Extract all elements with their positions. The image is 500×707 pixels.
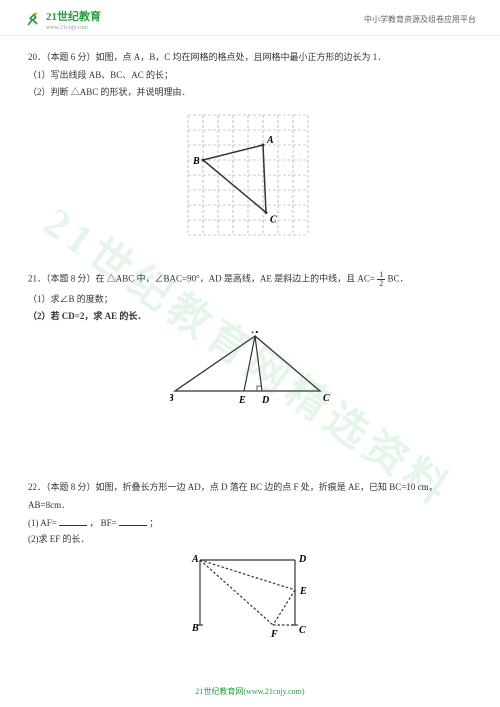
logo-sub: www.21cnjy.com: [46, 25, 101, 31]
svg-text:D: D: [261, 395, 269, 406]
p20-head: 20．（本题 6 分）如图，点 A，B，C 均在网格的格点处，且网格中最小正方形…: [28, 50, 472, 64]
p22-s1: (1) AF= ， BF= ；: [28, 515, 472, 530]
footer: 21世纪教育网(www.21cnjy.com): [0, 686, 500, 697]
svg-text:A: A: [266, 135, 274, 146]
p22-head: 22．（本题 8 分）如图，折叠长方形一边 AD，点 D 落在 BC 边的点 F…: [28, 480, 472, 494]
logo: 21世纪教育 www.21cnjy.com: [24, 8, 101, 31]
p22-s1b: ， BF=: [89, 518, 116, 528]
p21-head: 21．（本题 8 分）在 △ABC 中，∠BAC=90°，AD 是高线，AE 是…: [28, 271, 472, 288]
p22-s2: (2)求 EF 的长．: [28, 532, 472, 546]
frac-den: 2: [377, 280, 385, 288]
svg-text:B: B: [192, 156, 200, 167]
grid-triangle-svg: A B C: [180, 107, 320, 247]
svg-text:A: A: [191, 555, 199, 565]
svg-text:C: C: [299, 625, 306, 636]
svg-text:C: C: [323, 393, 330, 404]
triangle-altitude-svg: A B C E D: [170, 331, 330, 406]
problem-21: 21．（本题 8 分）在 △ABC 中，∠BAC=90°，AD 是高线，AE 是…: [28, 271, 472, 406]
fraction-half: 1 2: [377, 271, 385, 288]
problem-22: 22．（本题 8 分）如图，折叠长方形一边 AD，点 D 落在 BC 边的点 F…: [28, 480, 472, 640]
svg-text:C: C: [270, 215, 277, 226]
p22-s1c: ；: [149, 518, 158, 528]
problem-20: 20．（本题 6 分）如图，点 A，B，C 均在网格的格点处，且网格中最小正方形…: [28, 50, 472, 247]
logo-main: 21世纪教育: [46, 8, 101, 24]
svg-text:D: D: [298, 555, 306, 565]
p21-s2: （2）若 CD=2，求 AE 的长．: [28, 309, 472, 323]
blank-bf: [119, 515, 147, 526]
header-right: 中小学教育资源及组卷应用平台: [364, 14, 476, 25]
svg-text:A: A: [251, 331, 259, 336]
page-header: 21世纪教育 www.21cnjy.com 中小学教育资源及组卷应用平台: [0, 0, 500, 36]
svg-text:B: B: [170, 393, 174, 404]
p21-figure: A B C E D: [28, 331, 472, 406]
svg-text:E: E: [299, 586, 307, 597]
fold-rect-svg: A D B C F E: [180, 555, 320, 640]
p21-head-b: BC．: [388, 274, 409, 284]
p22-head2: AB=8cm．: [28, 498, 472, 512]
p20-figure: A B C: [28, 107, 472, 247]
svg-text:F: F: [270, 629, 278, 640]
p20-s2: （2）判断 △ABC 的形状，并说明理由．: [28, 85, 472, 99]
content: 20．（本题 6 分）如图，点 A，B，C 均在网格的格点处，且网格中最小正方形…: [0, 36, 500, 678]
p22-figure: A D B C F E: [28, 555, 472, 640]
p21-s1: （1）求∠B 的度数；: [28, 292, 472, 306]
runner-icon: [24, 11, 42, 29]
blank-af: [59, 515, 87, 526]
svg-text:B: B: [191, 623, 199, 634]
p22-s1a: (1) AF=: [28, 518, 57, 528]
p21-head-a: 21．（本题 8 分）在 △ABC 中，∠BAC=90°，AD 是高线，AE 是…: [28, 274, 377, 284]
spacer: [28, 430, 472, 480]
logo-text-wrap: 21世纪教育 www.21cnjy.com: [46, 8, 101, 31]
p20-s1: （1）写出线段 AB、BC、AC 的长；: [28, 68, 472, 82]
svg-text:E: E: [238, 395, 246, 406]
